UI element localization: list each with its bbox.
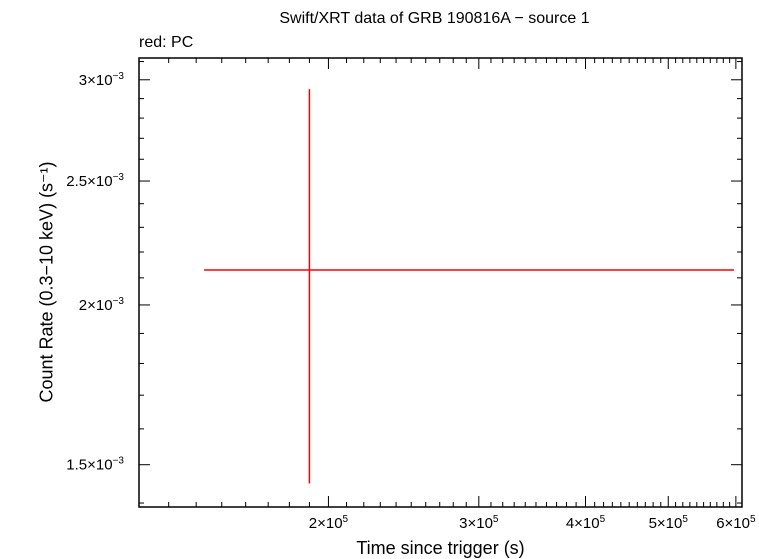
x-axis-label: Time since trigger (s) bbox=[356, 538, 525, 558]
y-tick-label: 2.5×10−3 bbox=[66, 172, 124, 190]
y-tick-label: 2×10−3 bbox=[79, 296, 125, 314]
chart-title: Swift/XRT data of GRB 190816A − source 1 bbox=[279, 10, 590, 27]
axis-ticks bbox=[139, 58, 743, 507]
x-tick-label: 4×105 bbox=[566, 514, 606, 532]
data-marks bbox=[204, 89, 735, 484]
x-tick-label: 5×105 bbox=[649, 514, 689, 532]
tick-labels: 2×105 3×105 4×105 5×105 6×105 1.5×10−3 2×10−3 2… bbox=[66, 71, 756, 532]
chart-subtitle: red: PC bbox=[139, 34, 194, 51]
x-tick-label: 6×105 bbox=[716, 514, 756, 532]
y-tick-label: 3×10−3 bbox=[79, 71, 125, 89]
y-tick-label: 1.5×10−3 bbox=[66, 456, 124, 474]
x-tick-label: 3×105 bbox=[459, 514, 499, 532]
x-tick-label: 2×105 bbox=[309, 514, 349, 532]
plot-frame bbox=[138, 57, 743, 508]
